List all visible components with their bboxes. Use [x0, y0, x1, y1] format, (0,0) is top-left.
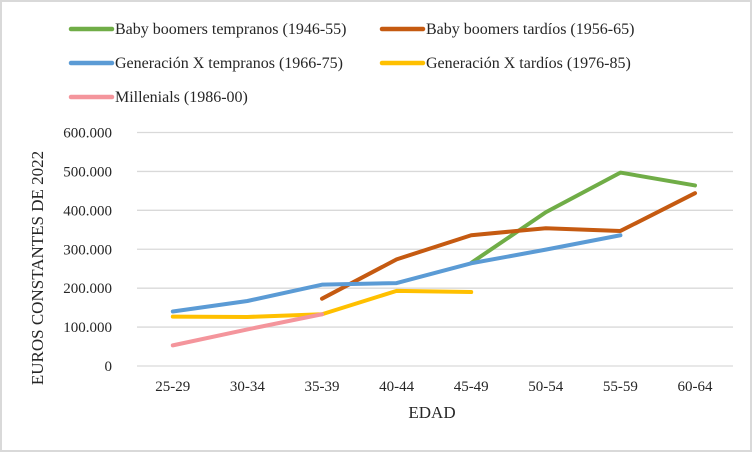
legend-item: Generación X tempranos (1966-75)	[68, 55, 343, 72]
legend-item: Baby boomers tardíos (1956-65)	[379, 21, 634, 38]
x-tick-label: 35-39	[305, 379, 340, 395]
legend-label: Generación X tempranos (1966-75)	[115, 55, 343, 72]
x-tick-label: 50-54	[528, 379, 563, 395]
y-axis-ticks: 0 100.000 200.000 300.000 400.000 500.000 600.…	[63, 126, 112, 376]
y-tick-label: 0	[105, 359, 113, 375]
series-lines	[170, 170, 697, 348]
x-tick-label: 60-64	[678, 379, 713, 395]
legend-label: Millenials (1986-00)	[115, 89, 248, 106]
x-axis-title: EDAD	[408, 403, 455, 422]
legend-item: Generación X tardíos (1976-85)	[379, 55, 631, 72]
series-line-1	[320, 191, 697, 301]
gridlines	[137, 131, 733, 367]
y-tick-label: 500.000	[63, 164, 112, 180]
y-tick-label: 600.000	[63, 126, 112, 142]
series-line-4	[170, 312, 324, 348]
x-axis-ticks: 25-29 30-34 35-39 40-44 45-49 50-54 55-59 60-64	[155, 379, 713, 395]
series-line-2	[170, 233, 623, 314]
x-tick-label: 25-29	[155, 379, 190, 395]
legend-label: Baby boomers tardíos (1956-65)	[426, 21, 634, 38]
series-line-0	[469, 170, 697, 265]
x-tick-label: 30-34	[230, 379, 265, 395]
y-tick-label: 200.000	[63, 281, 112, 297]
y-axis-title: EUROS CONSTANTES DE 2022	[28, 151, 47, 385]
x-tick-label: 55-59	[603, 379, 638, 395]
y-tick-label: 400.000	[63, 203, 112, 219]
legend: Baby boomers tempranos (1946-55) Baby boo…	[68, 21, 634, 106]
x-tick-label: 40-44	[379, 379, 414, 395]
y-tick-label: 100.000	[63, 320, 112, 336]
y-tick-label: 300.000	[63, 242, 112, 258]
x-tick-label: 45-49	[454, 379, 489, 395]
legend-label: Generación X tardíos (1976-85)	[426, 55, 631, 72]
legend-item: Baby boomers tempranos (1946-55)	[68, 21, 347, 38]
legend-label: Baby boomers tempranos (1946-55)	[115, 21, 347, 38]
legend-item: Millenials (1986-00)	[68, 89, 248, 106]
